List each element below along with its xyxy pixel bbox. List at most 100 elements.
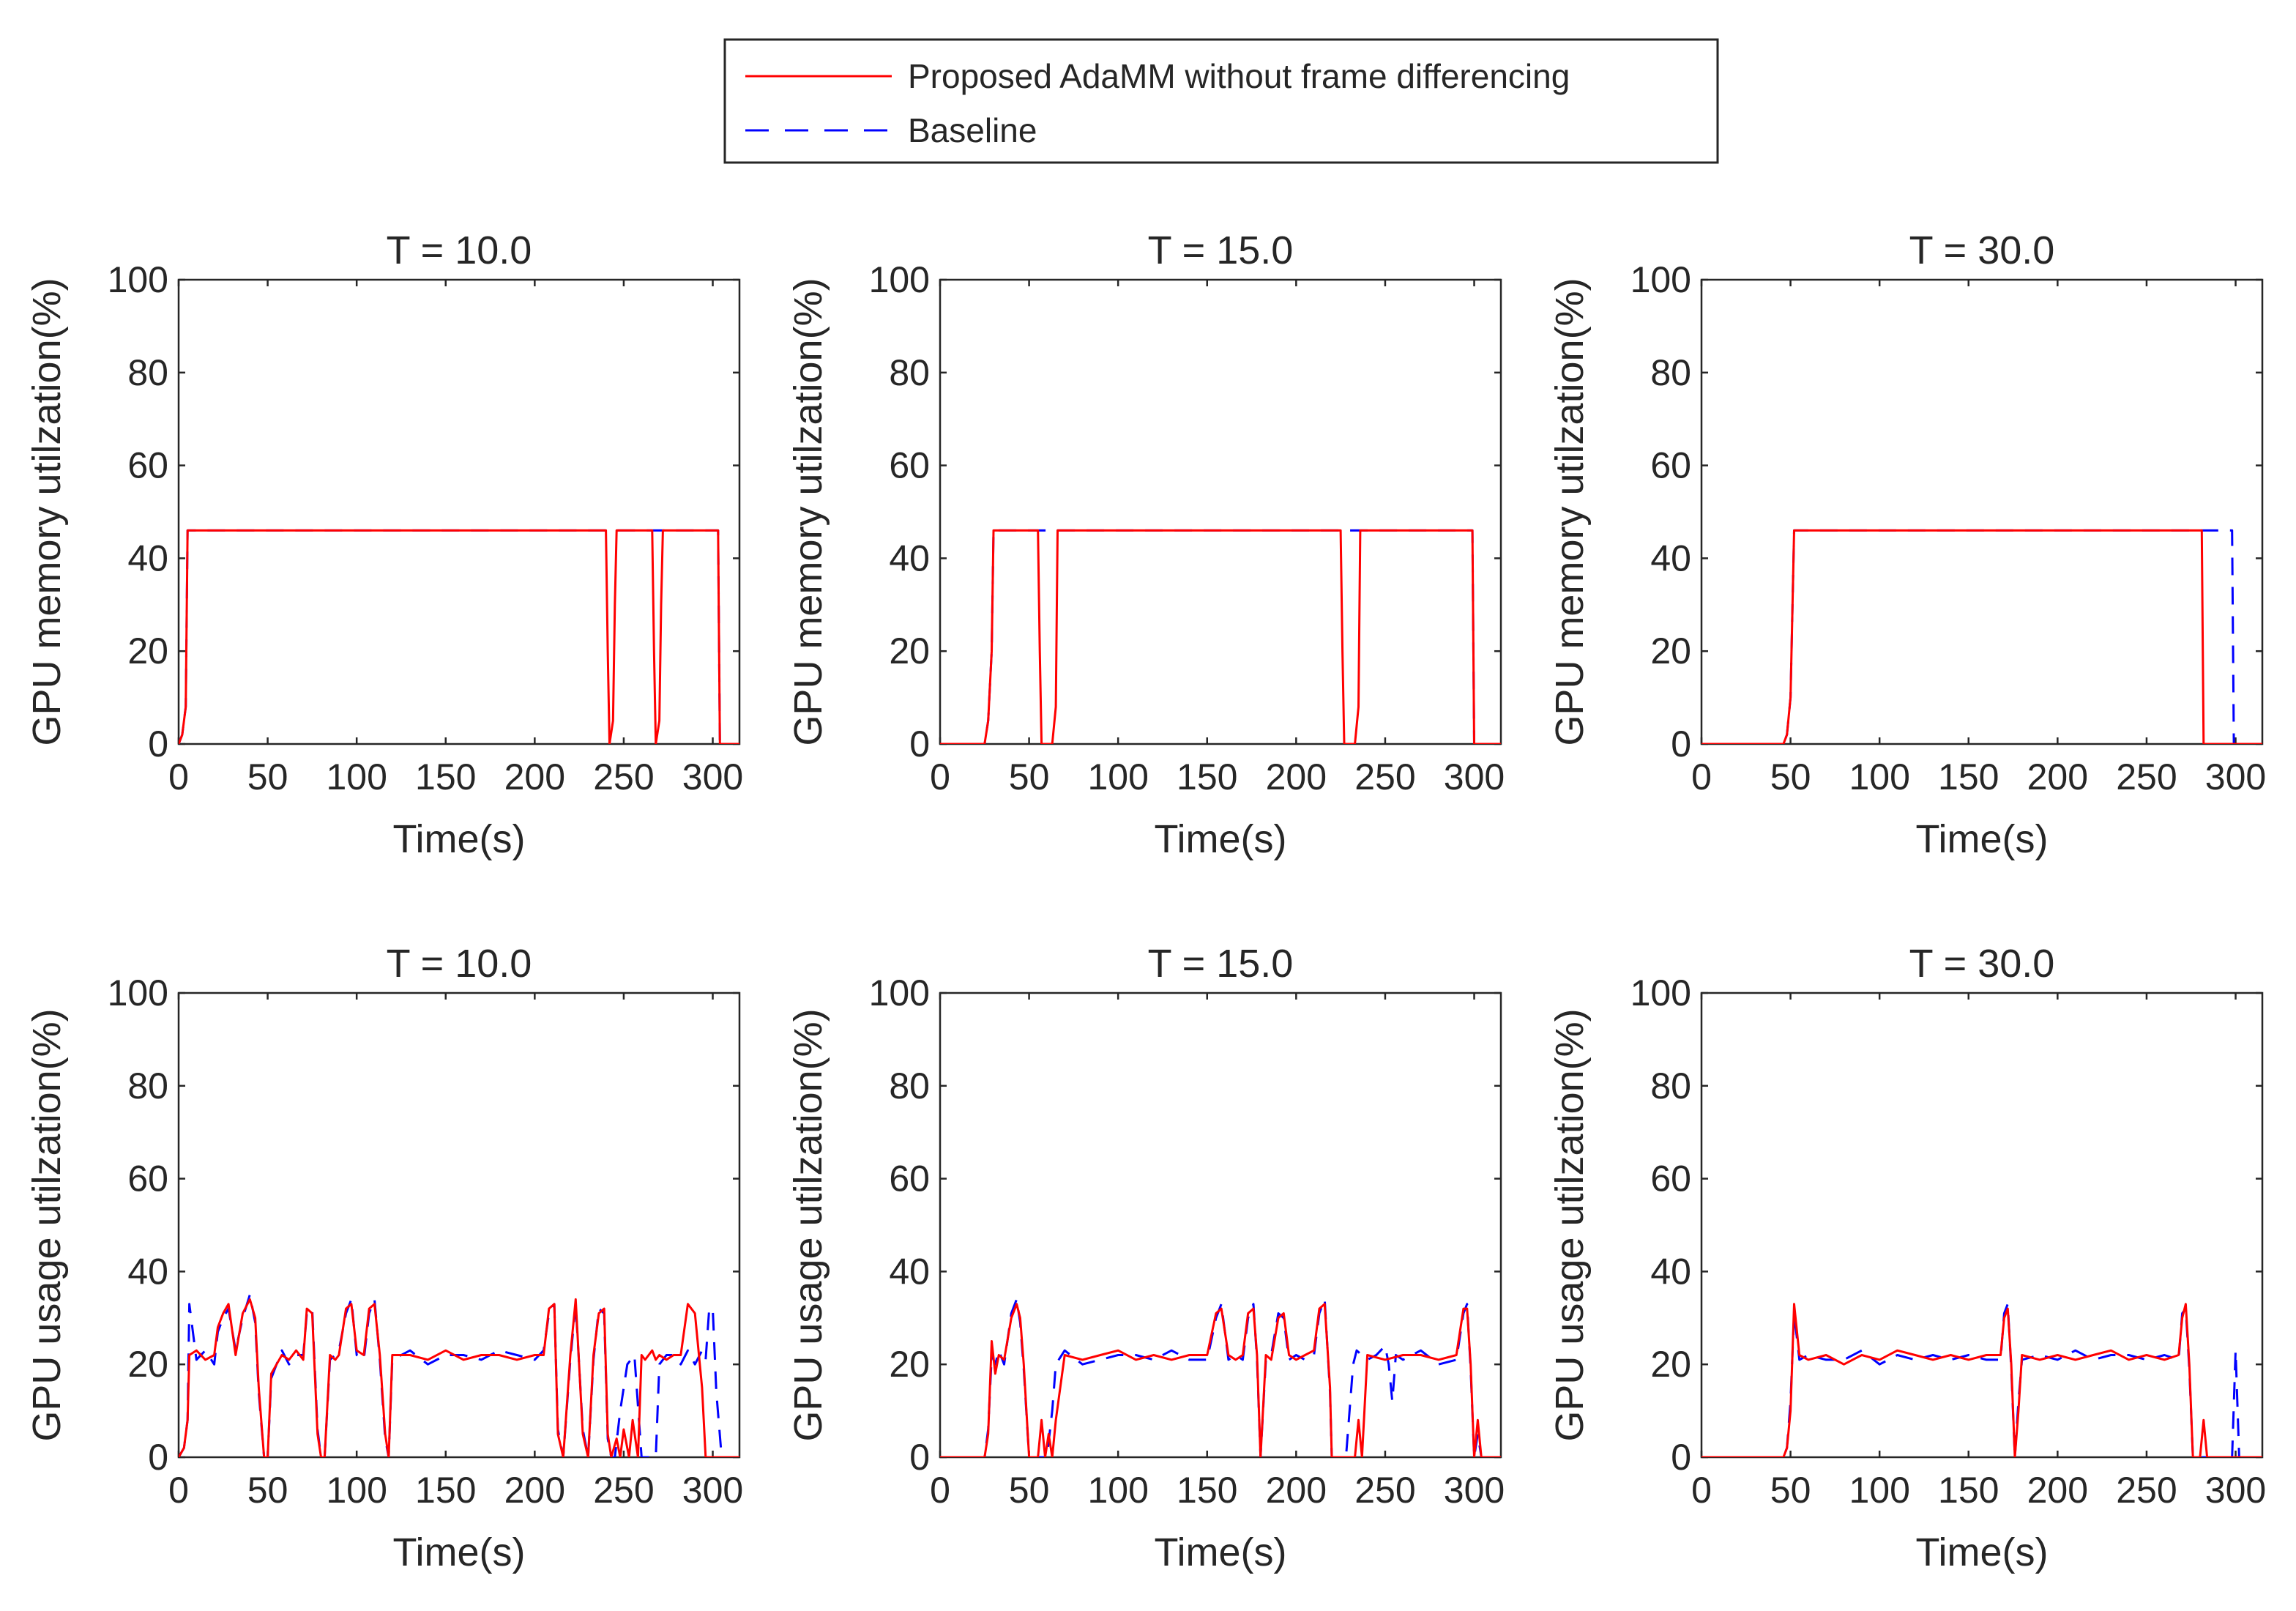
x-tick-label: 200 xyxy=(2027,756,2088,797)
subplot-6: 0 20 40 60 80 100 0 50 100 150 200 250 300 T = 30.0 Ti… xyxy=(1548,942,2266,1574)
axes-box xyxy=(939,991,1502,1459)
y-tick-label: 80 xyxy=(889,352,930,393)
x-axis-label: Time(s) xyxy=(1155,1530,1287,1574)
x-tick-label: 100 xyxy=(1087,1470,1148,1511)
x-tick-label: 100 xyxy=(326,1470,387,1511)
x-axis-label: Time(s) xyxy=(1916,1530,2049,1574)
x-tick-label: 0 xyxy=(930,756,950,797)
series-line-proposed xyxy=(940,1303,1501,1457)
y-tick-label: 40 xyxy=(889,1251,930,1292)
y-tick-label: 100 xyxy=(108,972,168,1013)
x-tick-label: 150 xyxy=(1177,756,1237,797)
subplot-1: 0 20 40 60 80 100 0 50 100 150 200 250 300 T = 10.0 Ti… xyxy=(25,228,743,861)
x-tick-label: 200 xyxy=(2027,1470,2088,1511)
subplot-3: 0 20 40 60 80 100 0 50 100 150 200 250 300 T = 30.0 Ti… xyxy=(1548,228,2266,861)
y-tick-label: 0 xyxy=(148,723,168,764)
x-tick-label: 50 xyxy=(1009,1470,1050,1511)
y-tick-label: 40 xyxy=(127,1251,168,1292)
x-tick-label: 0 xyxy=(168,756,189,797)
x-axis-label: Time(s) xyxy=(393,1530,526,1574)
y-tick-label: 20 xyxy=(127,1344,168,1385)
x-tick-label: 300 xyxy=(2205,756,2266,797)
x-tick-label: 100 xyxy=(1849,756,1909,797)
x-tick-label: 50 xyxy=(247,756,288,797)
x-tick-label: 150 xyxy=(1938,756,1999,797)
y-tick-label: 60 xyxy=(127,1158,168,1199)
y-tick-label: 100 xyxy=(1630,972,1691,1013)
y-axis-label: GPU memory utilzation(%) xyxy=(1548,278,1592,745)
y-tick-label: 100 xyxy=(869,972,930,1013)
x-tick-label: 250 xyxy=(1354,756,1415,797)
x-tick-label: 150 xyxy=(1177,1470,1237,1511)
series-line-proposed xyxy=(179,529,739,744)
y-axis-label: GPU usage utilzation(%) xyxy=(786,1008,830,1441)
axes-box xyxy=(939,278,1502,745)
x-axis-label: Time(s) xyxy=(1155,817,1287,861)
x-tick-label: 100 xyxy=(1849,1470,1909,1511)
y-tick-label: 0 xyxy=(1671,1437,1691,1478)
series-line-proposed xyxy=(1702,1303,2262,1457)
x-tick-label: 0 xyxy=(168,1470,189,1511)
series-line-proposed xyxy=(940,529,1501,744)
y-tick-label: 0 xyxy=(909,723,930,764)
series-line-proposed xyxy=(1702,529,2262,744)
x-tick-label: 250 xyxy=(2116,1470,2177,1511)
y-tick-label: 40 xyxy=(889,537,930,578)
y-tick-label: 80 xyxy=(127,352,168,393)
y-tick-label: 80 xyxy=(1650,352,1691,393)
series-line-proposed xyxy=(179,1298,739,1457)
x-tick-label: 0 xyxy=(1691,756,1712,797)
legend: Proposed AdaMM without frame differencin… xyxy=(723,38,1719,164)
axes-box xyxy=(1700,991,2264,1459)
y-tick-label: 20 xyxy=(889,1344,930,1385)
y-axis-label: GPU usage utilzation(%) xyxy=(1548,1008,1592,1441)
y-tick-label: 80 xyxy=(889,1065,930,1106)
x-tick-label: 50 xyxy=(1770,756,1811,797)
series-line-baseline xyxy=(940,1298,1501,1457)
y-tick-label: 20 xyxy=(889,630,930,671)
x-tick-label: 300 xyxy=(682,1470,743,1511)
y-tick-label: 60 xyxy=(127,445,168,486)
x-axis-label: Time(s) xyxy=(393,817,526,861)
x-tick-label: 150 xyxy=(415,756,476,797)
x-tick-label: 250 xyxy=(593,1470,654,1511)
x-tick-label: 100 xyxy=(1087,756,1148,797)
x-tick-label: 50 xyxy=(247,1470,288,1511)
x-tick-label: 0 xyxy=(930,1470,950,1511)
subplot-4: 0 20 40 60 80 100 0 50 100 150 200 250 300 T = 10.0 Ti… xyxy=(25,942,743,1574)
x-tick-label: 250 xyxy=(2116,756,2177,797)
y-tick-label: 60 xyxy=(889,1158,930,1199)
x-axis-label: Time(s) xyxy=(1916,817,2049,861)
x-tick-label: 300 xyxy=(2205,1470,2266,1511)
x-tick-label: 200 xyxy=(1266,756,1327,797)
y-axis-label: GPU memory utilzation(%) xyxy=(25,278,69,745)
axes-box xyxy=(177,278,741,745)
x-tick-label: 300 xyxy=(1444,1470,1505,1511)
x-tick-label: 250 xyxy=(1354,1470,1415,1511)
y-tick-label: 100 xyxy=(869,259,930,300)
subplot-title: T = 10.0 xyxy=(387,228,532,272)
x-tick-label: 50 xyxy=(1770,1470,1811,1511)
subplot-2: 0 20 40 60 80 100 0 50 100 150 200 250 300 T = 15.0 Ti… xyxy=(786,228,1505,861)
x-tick-label: 0 xyxy=(1691,1470,1712,1511)
x-tick-label: 200 xyxy=(1266,1470,1327,1511)
subplot-title: T = 15.0 xyxy=(1148,228,1294,272)
x-tick-label: 50 xyxy=(1009,756,1050,797)
subplot-title: T = 30.0 xyxy=(1909,942,2055,986)
x-tick-label: 300 xyxy=(682,756,743,797)
y-tick-label: 80 xyxy=(127,1065,168,1106)
axes-box xyxy=(177,991,741,1459)
legend-label-proposed: Proposed AdaMM without frame differencin… xyxy=(908,57,1570,95)
x-tick-label: 300 xyxy=(1444,756,1505,797)
legend-label-baseline: Baseline xyxy=(908,111,1037,149)
subplot-title: T = 30.0 xyxy=(1909,228,2055,272)
y-tick-label: 80 xyxy=(1650,1065,1691,1106)
y-tick-label: 60 xyxy=(889,445,930,486)
x-tick-label: 150 xyxy=(1938,1470,1999,1511)
y-tick-label: 40 xyxy=(1650,1251,1691,1292)
y-tick-label: 0 xyxy=(909,1437,930,1478)
subplot-5: 0 20 40 60 80 100 0 50 100 150 200 250 300 T = 15.0 Ti… xyxy=(786,942,1505,1574)
y-tick-label: 0 xyxy=(1671,723,1691,764)
